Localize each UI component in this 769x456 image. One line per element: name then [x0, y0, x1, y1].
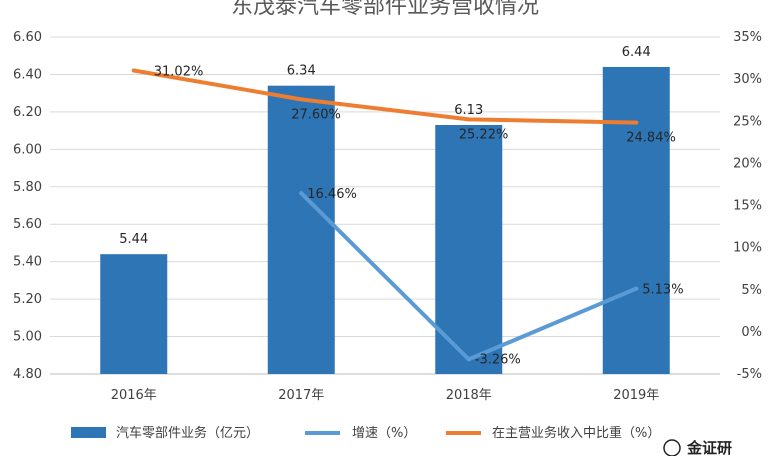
data-labels: 5.44 6.34 6.13 6.44 16.46% -3.26% 5.13% 31.02% 2…	[119, 45, 683, 367]
bar	[267, 85, 335, 374]
bar-value-label: 5.44	[119, 232, 148, 247]
x-axis-ticks: 2016年 2017年 2018年 2019年	[111, 388, 660, 403]
bar	[435, 124, 503, 374]
right-axis-ticks: -5% 0% 5% 10% 15% 20% 25% 30% 35%	[733, 30, 762, 382]
right-tick-label: 30%	[733, 72, 762, 87]
left-tick-label: 6.20	[13, 105, 42, 120]
left-tick-label: 5.80	[13, 180, 42, 195]
bar-value-label: 6.34	[287, 64, 316, 79]
watermark: 金证研	[663, 439, 732, 456]
x-tick-label: 2016年	[111, 388, 157, 403]
line-point	[299, 97, 304, 102]
x-tick-label: 2019年	[613, 388, 659, 403]
line-point	[299, 191, 304, 196]
right-tick-label: 25%	[733, 114, 762, 129]
line-point	[466, 357, 471, 362]
bar-series	[100, 66, 670, 374]
left-tick-label: 5.20	[13, 292, 42, 307]
right-tick-label: 10%	[733, 241, 762, 256]
right-tick-label: 15%	[733, 199, 762, 214]
legend: 汽车零部件业务（亿元） 增速（%） 在主营业务收入中比重（%）	[71, 425, 660, 441]
left-tick-label: 5.60	[13, 217, 42, 232]
legend-label: 增速（%）	[352, 426, 416, 441]
left-tick-label: 6.00	[13, 142, 42, 157]
right-tick-label: 0%	[741, 325, 762, 340]
x-tick-label: 2018年	[446, 388, 492, 403]
bar	[602, 66, 670, 374]
watermark-icon	[663, 439, 681, 456]
line-series	[131, 68, 639, 362]
left-tick-label: 6.60	[13, 30, 42, 45]
x-tick-label: 2017年	[278, 388, 324, 403]
legend-swatch-bar	[71, 427, 106, 438]
left-tick-label: 6.40	[13, 67, 42, 82]
right-tick-label: 20%	[733, 156, 762, 171]
legend-label: 汽车零部件业务（亿元）	[116, 425, 259, 441]
left-tick-label: 5.00	[13, 330, 42, 345]
right-tick-label: -5%	[737, 367, 762, 382]
watermark-text: 金证研	[686, 439, 732, 456]
line-point	[634, 286, 639, 291]
line-series-2	[131, 68, 639, 125]
left-axis-ticks: 4.80 5.00 5.20 5.40 5.60 5.80 6.00 6.20 6.40 6.60	[13, 30, 42, 382]
line-point	[634, 120, 639, 125]
growth-value-label: 16.46%	[307, 187, 357, 202]
left-tick-label: 5.40	[13, 255, 42, 270]
share-value-label: 27.60%	[291, 107, 341, 122]
share-value-label: 25.22%	[459, 127, 509, 142]
growth-value-label: 5.13%	[642, 283, 683, 298]
bar-value-label: 6.13	[454, 103, 483, 118]
right-tick-label: 35%	[733, 30, 762, 45]
left-tick-label: 4.80	[13, 367, 42, 382]
chart-title: 东茂泰汽车零部件业务营收情况	[231, 0, 539, 19]
legend-label: 在主营业务收入中比重（%）	[492, 425, 660, 441]
line-point	[131, 68, 136, 73]
growth-value-label: -3.26%	[475, 352, 521, 367]
right-tick-label: 5%	[741, 283, 762, 298]
share-value-label: 31.02%	[154, 65, 204, 80]
share-value-label: 24.84%	[626, 131, 676, 146]
line-point	[466, 117, 471, 122]
bar-value-label: 6.44	[622, 45, 651, 60]
bar	[100, 254, 168, 374]
